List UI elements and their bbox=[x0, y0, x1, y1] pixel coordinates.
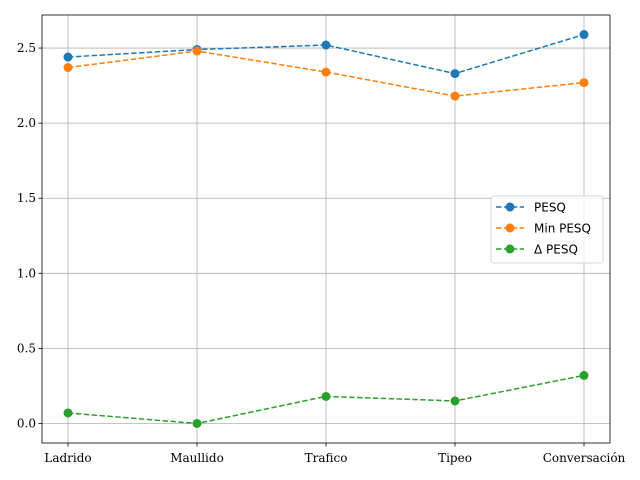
data-point bbox=[63, 408, 73, 418]
data-point bbox=[579, 30, 589, 40]
data-point bbox=[192, 418, 202, 428]
legend-marker bbox=[505, 244, 515, 254]
data-point bbox=[321, 391, 331, 401]
legend: PESQ Min PESQ Δ PESQ bbox=[490, 195, 604, 264]
y-tick-label: 2.5 bbox=[17, 41, 36, 55]
legend-label: Min PESQ bbox=[534, 222, 591, 236]
data-point bbox=[321, 67, 331, 77]
x-tick-label: Maullido bbox=[170, 451, 224, 465]
legend-marker bbox=[505, 202, 515, 212]
y-tick-label: 0.0 bbox=[17, 416, 36, 430]
data-point bbox=[321, 40, 331, 50]
legend-box bbox=[490, 195, 604, 264]
data-point bbox=[450, 69, 460, 79]
data-point bbox=[63, 52, 73, 62]
x-tick-label: Trafico bbox=[305, 451, 348, 465]
data-point bbox=[450, 91, 460, 101]
x-tick-label: Tipeo bbox=[438, 451, 472, 465]
x-tick-label: Ladrido bbox=[44, 451, 91, 465]
y-tick-label: 1.0 bbox=[17, 266, 36, 280]
data-point bbox=[192, 46, 202, 56]
legend-label: PESQ bbox=[534, 201, 566, 215]
data-point bbox=[579, 370, 589, 380]
y-tick-label: 2.0 bbox=[17, 116, 36, 130]
legend-label: Δ PESQ bbox=[534, 243, 578, 257]
series-2 bbox=[63, 370, 589, 428]
data-point bbox=[450, 396, 460, 406]
y-tick-label: 1.5 bbox=[17, 191, 36, 205]
x-axis-ticks: Ladrido Maullido Trafico Tipeo Conversación bbox=[44, 443, 626, 465]
y-tick-label: 0.5 bbox=[17, 341, 36, 355]
legend-marker bbox=[505, 223, 515, 233]
data-point bbox=[579, 78, 589, 88]
legend-item: Min PESQ bbox=[496, 222, 591, 236]
legend-item: PESQ bbox=[496, 201, 566, 215]
legend-item: Δ PESQ bbox=[496, 243, 578, 257]
plot-frame bbox=[41, 14, 611, 444]
y-axis-ticks: 0.0 0.5 1.0 1.5 2.0 2.5 bbox=[17, 41, 42, 430]
series-1 bbox=[63, 46, 589, 101]
data-point bbox=[63, 63, 73, 73]
x-tick-label: Conversación bbox=[543, 451, 626, 465]
series-layer bbox=[63, 30, 589, 428]
